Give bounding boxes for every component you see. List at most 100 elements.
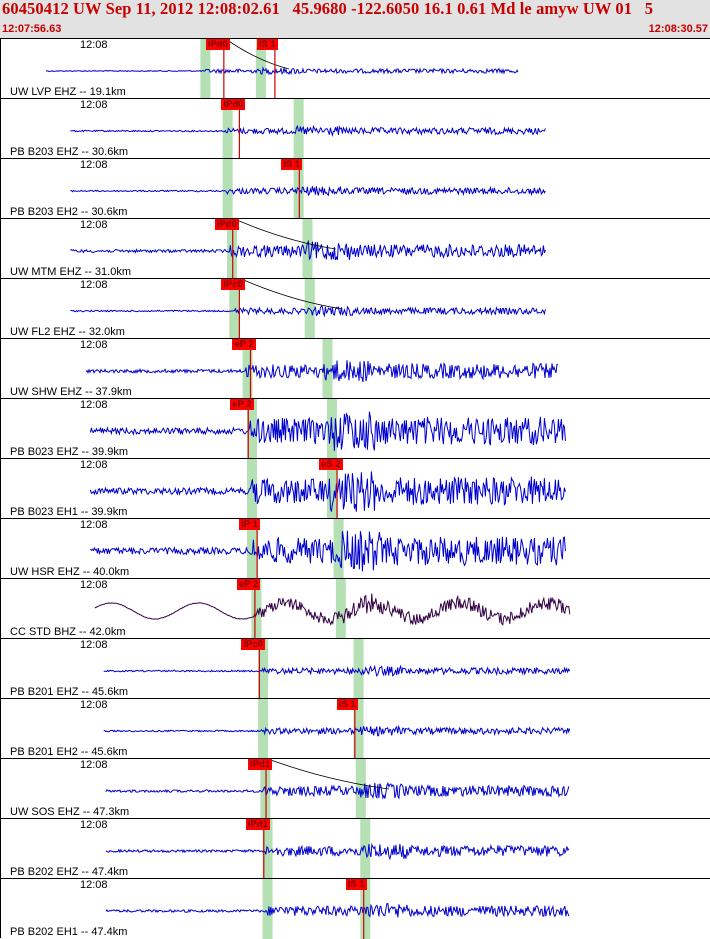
- waveform-plot: [45, 39, 519, 99]
- window-end-time: 12:08:30.57: [648, 23, 708, 35]
- trace-panel[interactable]: 12:08 PB B023 EHZ -- 39.9km eP 2: [0, 398, 710, 459]
- trace-panel[interactable]: 12:08 UW SOS EHZ -- 47.3km iPd1: [0, 758, 710, 819]
- traveltime-curve: [234, 219, 336, 250]
- phase-window-band: [326, 459, 337, 519]
- waveform-trace: [105, 903, 570, 918]
- trace-panel[interactable]: 12:08 UW FL2 EHZ -- 32.0km iPc0: [0, 278, 710, 339]
- station-channel-label: CC STD BHZ -- 42.0km: [10, 626, 126, 638]
- time-tick-label: 12:08: [80, 699, 108, 711]
- time-tick-label: 12:08: [80, 879, 108, 891]
- phase-window-band: [302, 219, 313, 279]
- station-channel-label: UW FL2 EHZ -- 32.0km: [10, 326, 125, 338]
- waveform-plot: [103, 639, 571, 699]
- trace-panel[interactable]: 12:08 PB B203 EHZ -- 30.6km iPd0: [0, 98, 710, 159]
- phase-pick-label[interactable]: eP 2: [232, 339, 256, 350]
- trace-panel[interactable]: 12:08 UW MTM EHZ -- 31.0km iPd0: [0, 218, 710, 279]
- time-tick-label: 12:08: [80, 99, 108, 111]
- phase-pick-label[interactable]: eP 2: [236, 579, 261, 590]
- phase-pick-label[interactable]: iPd0: [205, 39, 230, 50]
- station-channel-label: PB B023 EH1 -- 39.9km: [10, 506, 128, 518]
- waveform-trace: [105, 842, 570, 861]
- trace-panel[interactable]: 12:08 UW SHW EHZ -- 37.9km eP 2: [0, 338, 710, 399]
- phase-window-band: [247, 519, 258, 579]
- waveform-plot: [89, 399, 566, 459]
- phase-pick-label[interactable]: eP 2: [230, 399, 254, 410]
- time-tick-label: 12:08: [80, 339, 108, 351]
- trace-panel[interactable]: 12:08 PB B203 EH2 -- 30.6km iS 1: [0, 158, 710, 219]
- phase-pick-label[interactable]: iS 1: [345, 879, 367, 890]
- event-title: 60450412 UW Sep 11, 2012 12:08:02.61 45.…: [2, 0, 654, 18]
- frame-border: [0, 38, 1, 938]
- waveform-plot: [105, 879, 570, 939]
- trace-panel[interactable]: 12:08 PB B201 EHZ -- 45.6km iPc0: [0, 638, 710, 699]
- phase-window-band: [247, 399, 258, 459]
- time-tick-label: 12:08: [80, 399, 108, 411]
- waveform-plot: [105, 819, 570, 879]
- phase-window-band: [262, 879, 273, 939]
- phase-window-band: [227, 219, 238, 279]
- waveform-trace: [94, 593, 571, 626]
- phase-window-band: [200, 39, 211, 99]
- time-tick-label: 12:08: [80, 579, 108, 591]
- phase-pick-label[interactable]: iS 1: [281, 159, 303, 170]
- station-channel-label: UW MTM EHZ -- 31.0km: [10, 266, 131, 278]
- station-channel-label: PB B201 EH2 -- 45.6km: [10, 746, 128, 758]
- phase-pick-label[interactable]: eS 2: [319, 459, 343, 470]
- waveform-plot: [70, 99, 546, 159]
- phase-pick-label[interactable]: iS 1: [336, 699, 358, 710]
- trace-panel[interactable]: 12:08 PB B201 EH2 -- 45.6km iS 1: [0, 698, 710, 759]
- time-tick-label: 12:08: [80, 639, 108, 651]
- traveltime-curve: [241, 279, 343, 310]
- trace-panel[interactable]: 12:08 UW LVP EHZ -- 19.1km iPd0 iS 1: [0, 38, 710, 99]
- trace-panel[interactable]: 12:08 UW HSR EHZ -- 40.0km iP 1: [0, 518, 710, 579]
- waveform-trace: [45, 66, 519, 76]
- station-channel-label: UW LVP EHZ -- 19.1km: [10, 86, 126, 98]
- phase-pick-label[interactable]: iPd0: [221, 99, 246, 110]
- time-tick-label: 12:08: [80, 159, 108, 171]
- phase-pick-label[interactable]: iPc0: [241, 639, 265, 650]
- phase-pick-label[interactable]: iPd1: [245, 819, 270, 830]
- waveform-plot: [105, 759, 570, 819]
- waveform-plot: [70, 219, 546, 279]
- waveform-plot: [85, 339, 559, 399]
- phase-pick-label[interactable]: iPd0: [214, 219, 239, 230]
- phase-pick-label[interactable]: iPc0: [221, 279, 245, 290]
- phase-window-band: [293, 99, 304, 159]
- waveform-trace: [85, 360, 559, 383]
- traveltime-curve: [267, 759, 390, 790]
- phase-window-band: [242, 339, 253, 399]
- phase-window-band: [353, 699, 364, 759]
- time-tick-label: 12:08: [80, 279, 108, 291]
- phase-window-band: [222, 159, 233, 219]
- trace-panel[interactable]: 12:08 PB B202 EH1 -- 47.4km iS 1: [0, 878, 710, 939]
- station-channel-label: PB B203 EH2 -- 30.6km: [10, 206, 128, 218]
- waveform-trace: [70, 305, 546, 318]
- waveform-plot: [89, 459, 566, 519]
- waveform-plot: [70, 279, 546, 339]
- phase-pick-label[interactable]: iPd1: [248, 759, 273, 770]
- window-start-time: 12:07:56.63: [2, 23, 62, 35]
- phase-window-band: [262, 819, 273, 879]
- phase-window-band: [255, 39, 266, 99]
- waveform-plot: [90, 519, 566, 579]
- trace-panel[interactable]: 12:08 PB B023 EH1 -- 39.9km eS 2: [0, 458, 710, 519]
- station-channel-label: PB B023 EHZ -- 39.9km: [10, 446, 128, 458]
- phase-window-band: [222, 99, 233, 159]
- phase-window-band: [335, 579, 346, 639]
- phase-pick-label[interactable]: iS 1: [256, 39, 278, 50]
- phase-window-band: [333, 519, 344, 579]
- trace-panel[interactable]: 12:08 PB B202 EHZ -- 47.4km iPd1: [0, 818, 710, 879]
- phase-window-band: [229, 279, 240, 339]
- station-channel-label: PB B201 EHZ -- 45.6km: [10, 686, 128, 698]
- trace-panel[interactable]: 12:08 CC STD BHZ -- 42.0km eP 2: [0, 578, 710, 639]
- phase-pick-label[interactable]: iP 1: [239, 519, 260, 530]
- waveform-trace: [89, 471, 566, 512]
- station-channel-label: PB B202 EH1 -- 47.4km: [10, 926, 128, 938]
- station-channel-label: PB B203 EHZ -- 30.6km: [10, 146, 128, 158]
- waveform-trace: [70, 185, 546, 197]
- time-tick-label: 12:08: [80, 219, 108, 231]
- station-channel-label: UW SOS EHZ -- 47.3km: [10, 806, 130, 818]
- waveform-trace: [103, 724, 571, 737]
- waveform-trace: [90, 530, 566, 572]
